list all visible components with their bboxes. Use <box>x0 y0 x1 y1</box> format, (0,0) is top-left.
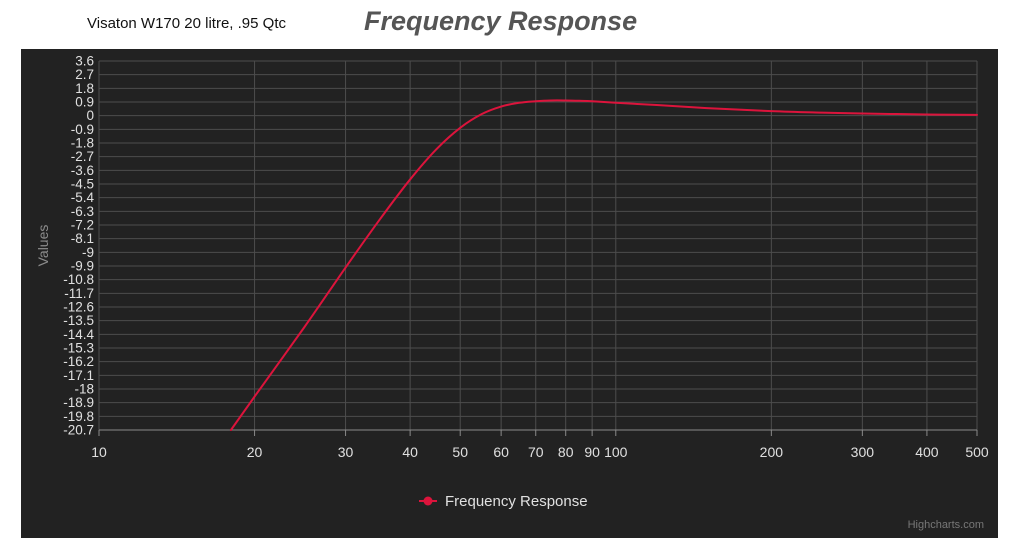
chart-subtitle: Visaton W170 20 litre, .95 Qtc <box>87 15 286 32</box>
x-tick-label: 60 <box>493 444 509 460</box>
y-tick-label: -18 <box>74 382 94 397</box>
y-tick-label: -15.3 <box>63 341 94 356</box>
y-tick-label: -7.2 <box>71 218 94 233</box>
y-tick-label: 0 <box>86 108 94 123</box>
y-tick-label: -11.7 <box>64 286 94 301</box>
y-tick-label: -13.5 <box>63 313 94 328</box>
y-tick-label: -14.4 <box>63 327 94 342</box>
x-tick-label: 30 <box>338 444 354 460</box>
x-tick-label: 90 <box>584 444 600 460</box>
y-tick-label: -9 <box>82 245 94 260</box>
y-tick-label: 3.6 <box>75 54 94 69</box>
y-tick-label: -12.6 <box>63 300 94 315</box>
highcharts-credits-link[interactable]: Highcharts.com <box>907 519 984 531</box>
x-tick-label: 50 <box>452 444 468 460</box>
x-tick-label: 10 <box>91 444 107 460</box>
y-tick-label: -20.7 <box>63 423 94 438</box>
legend-item-label[interactable]: Frequency Response <box>445 493 588 510</box>
y-tick-label: -9.9 <box>71 259 94 274</box>
x-tick-label: 20 <box>247 444 263 460</box>
y-tick-label: -4.5 <box>71 177 94 192</box>
x-tick-label: 500 <box>965 444 989 460</box>
y-tick-label: 1.8 <box>75 81 94 96</box>
legend-symbol-marker <box>423 496 433 506</box>
series-line <box>229 99 978 431</box>
x-tick-label: 70 <box>528 444 544 460</box>
y-axis-title: Values <box>35 225 51 267</box>
page-header: Visaton W170 20 litre, .95 Qtc Frequency… <box>0 0 1012 48</box>
x-tick-label: 200 <box>760 444 784 460</box>
x-tick-label: 80 <box>558 444 574 460</box>
frequency-response-chart: 3.62.71.80.90-0.9-1.8-2.7-3.6-4.5-5.4-6.… <box>35 54 989 511</box>
y-tick-label: -0.9 <box>71 122 94 137</box>
y-tick-label: 2.7 <box>75 67 94 82</box>
chart-panel: 3.6 2.7 1.8 0.9 0 -0.9 -1.8 -2.7 -3.6 -4.5 -5.4 -6.… <box>21 49 998 538</box>
x-tick-label: 40 <box>402 444 418 460</box>
y-tick-label: -10.8 <box>63 272 94 287</box>
y-tick-label: -2.7 <box>71 149 94 164</box>
y-tick-label: -8.1 <box>71 231 94 246</box>
x-tick-label: 300 <box>851 444 875 460</box>
y-tick-label: -5.4 <box>71 190 95 205</box>
y-tick-label: -1.8 <box>71 136 94 151</box>
y-tick-label: -18.9 <box>63 395 94 410</box>
y-tick-label: -17.1 <box>63 368 94 383</box>
y-tick-label: 0.9 <box>75 95 94 110</box>
y-tick-label: -19.8 <box>63 409 94 424</box>
page-title: Frequency Response <box>364 6 638 36</box>
y-tick-label: -3.6 <box>71 163 94 178</box>
x-tick-label: 100 <box>604 444 628 460</box>
y-tick-label: -16.2 <box>63 354 94 369</box>
x-tick-label: 400 <box>915 444 939 460</box>
y-tick-label: -6.3 <box>71 204 94 219</box>
